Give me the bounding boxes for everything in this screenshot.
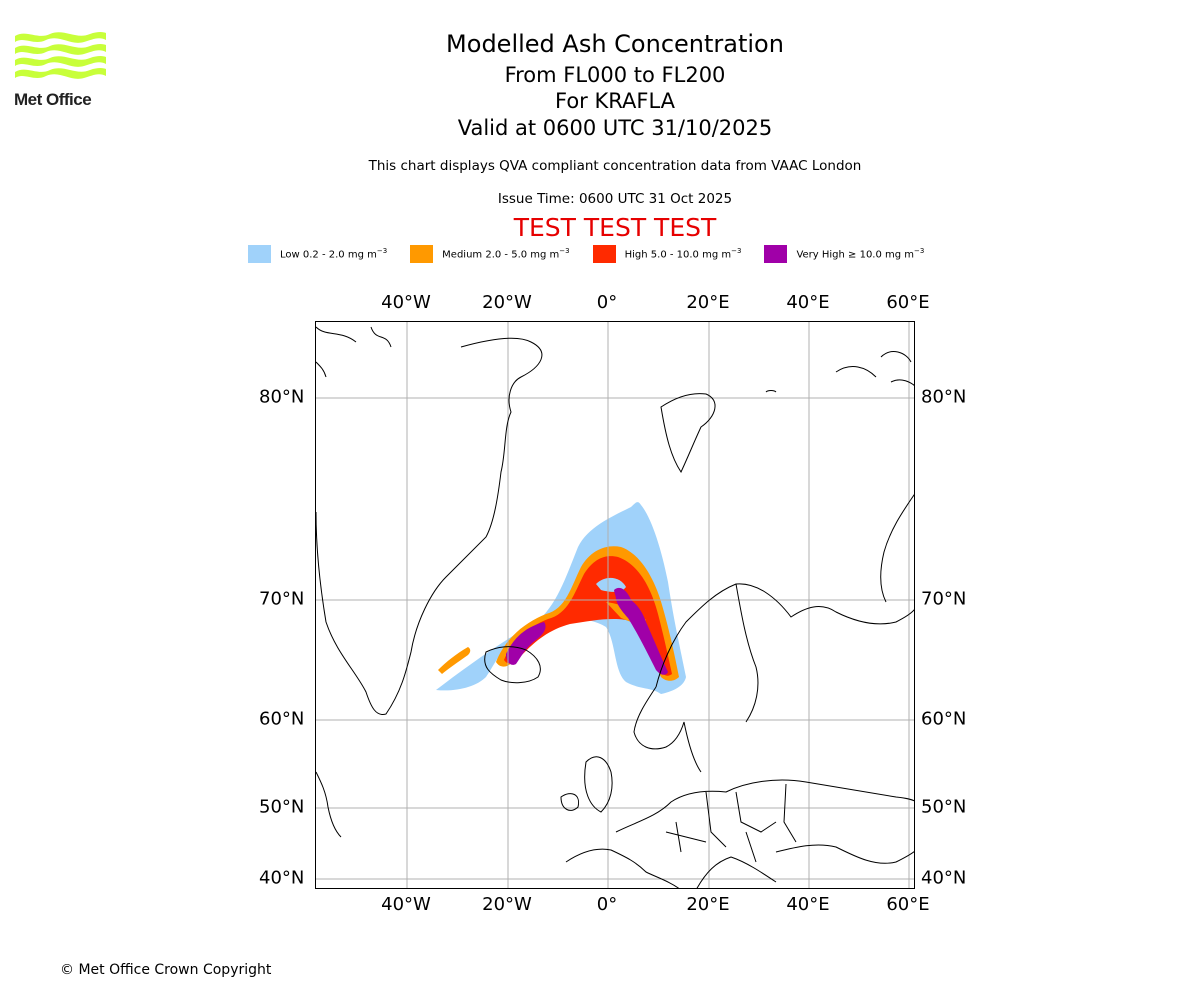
lat-label-left-80n: 80°N [259,386,305,408]
concentration-legend: Low 0.2 - 2.0 mg m−3 Medium 2.0 - 5.0 mg… [248,244,947,264]
chart-title: Modelled Ash Concentration [446,30,784,58]
volcano-name: For KRAFLA [555,89,675,113]
legend-label-medium: Medium 2.0 - 5.0 mg m [442,249,560,261]
lon-label-bottom-40w: 40°W [381,894,431,915]
lat-label-right-80n: 80°N [921,386,967,408]
lon-label-bottom-40e: 40°E [786,894,830,915]
copyright-notice: © Met Office Crown Copyright [60,962,272,978]
lat-label-right-60n: 60°N [921,708,967,730]
issue-time: Issue Time: 0600 UTC 31 Oct 2025 [497,191,733,207]
lat-label-right-40n: 40°N [921,867,967,889]
legend-swatch-high [592,245,616,263]
lat-label-left-60n: 60°N [259,708,305,730]
legend-swatch-medium [410,245,434,263]
lon-label-bottom-60e: 60°E [886,894,930,915]
lon-label-top-60e: 60°E [886,292,930,313]
lon-label-top-40w: 40°W [381,292,431,313]
lon-label-bottom-20w: 20°W [482,894,532,915]
ash-plume [436,502,686,694]
met-office-logo: Met Office [14,30,109,112]
legend-swatch-very-high [764,245,788,263]
valid-time: Valid at 0600 UTC 31/10/2025 [457,116,773,140]
legend-label-low: Low 0.2 - 2.0 mg m [280,249,377,261]
lat-label-left-50n: 50°N [259,796,305,818]
lat-label-right-50n: 50°N [921,796,967,818]
ash-concentration-map[interactable] [315,321,915,889]
lat-label-left-70n: 70°N [259,588,305,610]
legend-label-very-high: Very High ≥ 10.0 mg m [796,249,915,261]
map-gridlines [316,322,914,888]
legend-item-low: Low 0.2 - 2.0 mg m−3 [248,245,387,263]
lon-label-top-40e: 40°E [786,292,830,313]
test-banner: TEST TEST TEST [513,213,717,242]
lon-label-top-20w: 20°W [482,292,532,313]
lon-label-bottom-0: 0° [596,894,618,915]
legend-item-very-high: Very High ≥ 10.0 mg m−3 [764,245,924,263]
legend-item-high: High 5.0 - 10.0 mg m−3 [592,245,741,263]
legend-item-medium: Medium 2.0 - 5.0 mg m−3 [410,245,570,263]
lon-label-top-20e: 20°E [686,292,730,313]
flight-level-range: From FL000 to FL200 [504,63,726,87]
logo-text: Met Office [14,90,92,109]
coastlines [316,326,914,888]
wave-logo-icon [15,32,106,79]
legend-label-high: High 5.0 - 10.0 mg m [624,249,732,261]
lat-label-right-70n: 70°N [921,588,967,610]
lat-label-left-40n: 40°N [259,867,305,889]
chart-description: This chart displays QVA compliant concen… [368,158,862,174]
map-canvas [316,322,914,888]
legend-swatch-low [248,245,271,263]
lon-label-top-0: 0° [596,292,618,313]
lon-label-bottom-20e: 20°E [686,894,730,915]
